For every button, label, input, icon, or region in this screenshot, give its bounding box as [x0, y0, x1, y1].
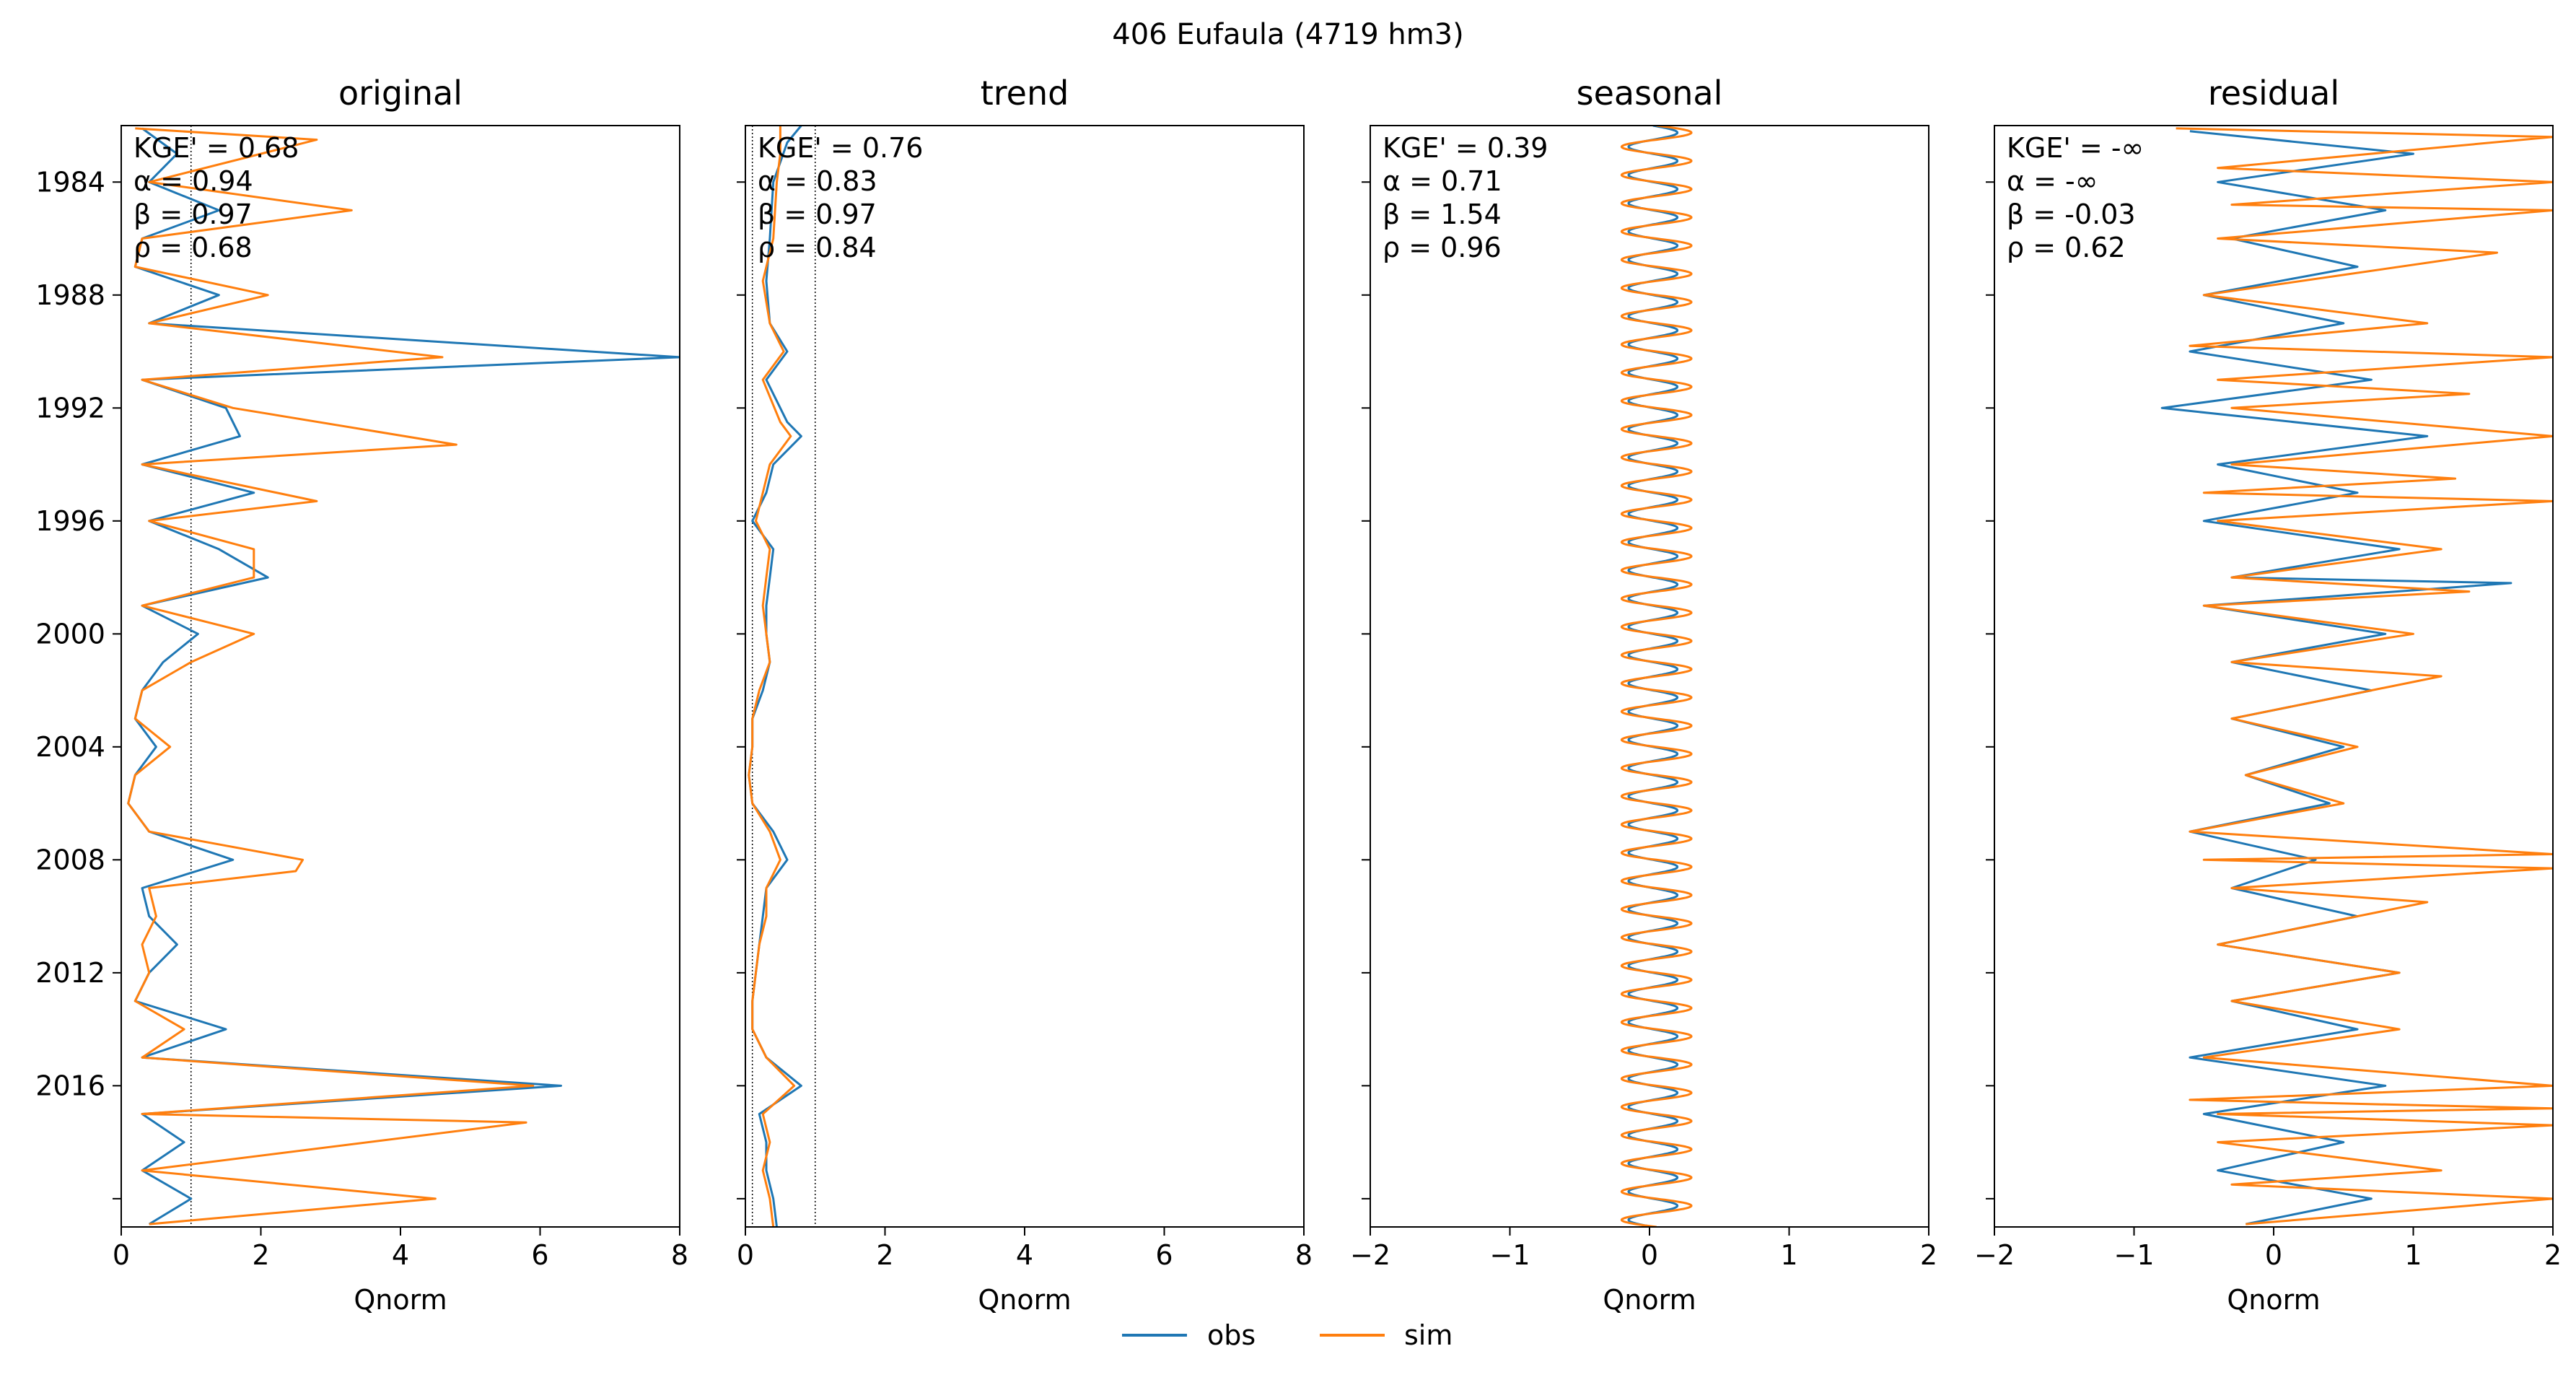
y-tick-label: 1984: [35, 166, 105, 198]
panel-trend: trend 0 2 4 6 8 Qnorm KGE' = 0.76α = 0.83β = 0.…: [737, 74, 1313, 1316]
x-tick-label: −2: [1350, 1239, 1390, 1271]
x-axis-label: Qnorm: [2227, 1284, 2320, 1316]
panel-seasonal: seasonal −2 −1 0 1 2 Qnorm KGE' = 0.39α = 0.71β…: [1350, 74, 1937, 1316]
x-tick-label: 0: [2265, 1239, 2282, 1271]
x-tick-label: 0: [737, 1239, 754, 1271]
x-axis-label: Qnorm: [1603, 1284, 1696, 1316]
series-line-sim: [2176, 127, 2553, 1225]
x-tick-label: −1: [1489, 1239, 1530, 1271]
panel-title: seasonal: [1577, 74, 1723, 113]
y-tick-label: 2016: [35, 1070, 105, 1101]
x-tick-label: 0: [113, 1239, 130, 1271]
metric-text: KGE' = 0.68: [133, 132, 299, 164]
y-tick-label: 1988: [35, 279, 105, 311]
metric-text: ρ = 0.62: [2007, 232, 2126, 263]
x-tick-label: 0: [1641, 1239, 1658, 1271]
legend-obs-label: obs: [1207, 1319, 1256, 1351]
series-line-sim: [748, 126, 796, 1227]
panel-title: trend: [981, 74, 1069, 113]
legend: obs sim: [1122, 1319, 1453, 1351]
x-tick-label: 6: [1155, 1239, 1173, 1271]
x-tick-label: −1: [2113, 1239, 2154, 1271]
x-tick-label: 4: [392, 1239, 409, 1271]
x-tick-label: 1: [1780, 1239, 1797, 1271]
x-tick-label: 8: [671, 1239, 688, 1271]
panel-residual: residual −2 −1 0 1 2 Qnorm KGE' = -∞α = -∞β = -…: [1974, 74, 2562, 1316]
x-tick-label: 2: [252, 1239, 269, 1271]
legend-sim-label: sim: [1404, 1319, 1453, 1351]
metric-text: β = 0.97: [758, 198, 877, 230]
metric-text: KGE' = 0.76: [758, 132, 923, 164]
axes-frame: [1994, 125, 2554, 1228]
x-tick-label: 1: [2404, 1239, 2422, 1271]
metric-text: β = 0.97: [133, 198, 253, 230]
metric-text: ρ = 0.68: [133, 232, 253, 263]
metric-text: α = 0.71: [1383, 165, 1502, 197]
x-axis-label: Qnorm: [354, 1284, 447, 1316]
panel-title: original: [338, 74, 463, 113]
x-tick-label: 2: [2544, 1239, 2562, 1271]
series-line-sim: [127, 127, 535, 1225]
y-tick-label: 1996: [35, 505, 105, 537]
x-tick-label: 4: [1016, 1239, 1033, 1271]
x-axis-label: Qnorm: [978, 1284, 1071, 1316]
metric-text: α = 0.83: [758, 165, 877, 197]
y-tick-label: 2008: [35, 844, 105, 875]
y-tick-label: 2000: [35, 618, 105, 650]
metric-text: β = -0.03: [2007, 198, 2136, 230]
metric-text: KGE' = -∞: [2007, 132, 2144, 164]
x-tick-label: 2: [1920, 1239, 1937, 1271]
y-tick-label: 1992: [35, 392, 105, 424]
panel-original: original 0 2 4 6 8 Qnorm 1984 1988 1992 1996 2000 20…: [35, 74, 688, 1316]
x-tick-label: 8: [1295, 1239, 1313, 1271]
figure-suptitle: 406 Eufaula (4719 hm3): [1112, 18, 1463, 51]
metric-text: α = -∞: [2007, 165, 2098, 197]
metric-text: KGE' = 0.39: [1383, 132, 1548, 164]
panel-title: residual: [2208, 74, 2339, 113]
series-line-sim: [1620, 126, 1693, 1227]
metric-text: ρ = 0.84: [758, 232, 877, 263]
y-tick-label: 2012: [35, 957, 105, 989]
series-line-obs: [748, 126, 802, 1227]
x-tick-label: 2: [876, 1239, 893, 1271]
axes-frame: [745, 125, 1305, 1228]
metric-text: β = 1.54: [1383, 198, 1502, 230]
series-line-obs: [2160, 130, 2513, 1225]
metric-text: α = 0.94: [133, 165, 253, 197]
series-line-obs: [127, 127, 680, 1225]
metric-text: ρ = 0.96: [1383, 232, 1502, 263]
y-tick-label: 2004: [35, 731, 105, 763]
x-tick-label: −2: [1974, 1239, 2015, 1271]
x-tick-label: 6: [531, 1239, 548, 1271]
